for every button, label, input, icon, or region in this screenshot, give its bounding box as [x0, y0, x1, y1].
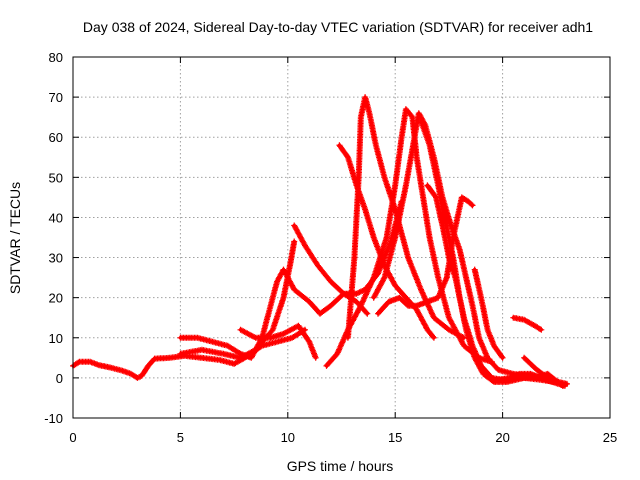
series-markers [471, 266, 506, 361]
x-tick-label: 5 [177, 430, 184, 445]
y-tick-label: 0 [56, 371, 63, 386]
axis-ticks: 0 5 10 15 20 25 -10 0 10 20 30 40 50 60 70 80 [44, 50, 617, 445]
series-track-9 [370, 110, 532, 379]
x-tick-label: 15 [388, 430, 402, 445]
x-tick-label: 20 [495, 430, 509, 445]
series-track-13 [471, 266, 506, 361]
series-track-16 [521, 354, 570, 387]
chart-title: Day 038 of 2024, Sidereal Day-to-day VTE… [83, 19, 593, 35]
y-tick-label: 30 [49, 251, 63, 266]
series-markers [237, 322, 319, 361]
y-axis-label: SDTVAR / TECUs [7, 182, 23, 294]
y-tick-label: 20 [49, 291, 63, 306]
y-tick-label: -10 [44, 411, 63, 426]
series-markers [521, 354, 570, 387]
y-tick-label: 60 [49, 130, 63, 145]
y-tick-label: 50 [49, 170, 63, 185]
x-axis-label: GPS time / hours [287, 458, 394, 474]
y-tick-label: 70 [49, 90, 63, 105]
series-track-15 [510, 314, 545, 333]
x-tick-label: 0 [69, 430, 76, 445]
x-tick-label: 25 [603, 430, 617, 445]
series-markers [510, 314, 545, 333]
series-track-7 [336, 142, 437, 341]
y-tick-label: 10 [49, 331, 63, 346]
series-track-10 [375, 194, 476, 317]
plot-border [72, 56, 611, 419]
y-tick-label: 40 [49, 210, 63, 225]
y-tick-label: 80 [49, 50, 63, 65]
x-tick-label: 10 [281, 430, 295, 445]
data-series [70, 94, 570, 389]
series-track-4 [237, 322, 319, 361]
